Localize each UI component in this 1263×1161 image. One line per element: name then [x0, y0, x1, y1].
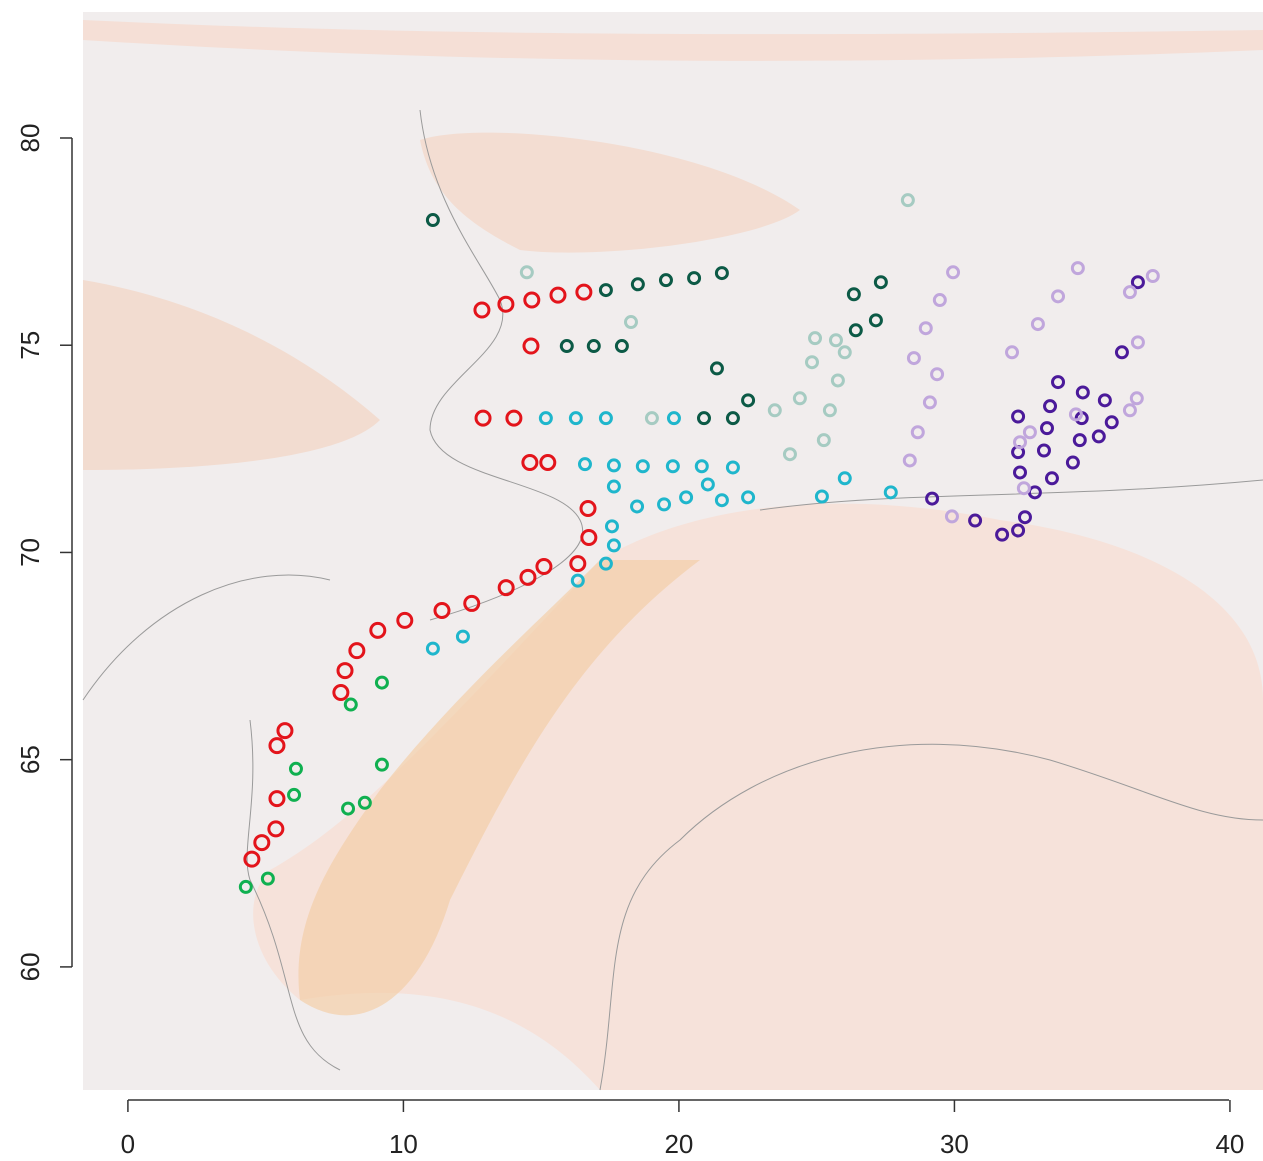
- y-tick-label: 75: [15, 331, 45, 360]
- y-tick-label: 60: [15, 952, 45, 981]
- basemap: [83, 12, 1263, 1090]
- x-tick-label: 0: [121, 1129, 135, 1159]
- y-tick-label: 65: [15, 745, 45, 774]
- y-tick-label: 80: [15, 124, 45, 153]
- map-chart: 0 10 20 30 40 60 65 70 75 80: [0, 0, 1263, 1161]
- x-tick-label: 40: [1215, 1129, 1244, 1159]
- x-tick-label: 10: [389, 1129, 418, 1159]
- x-tick-label: 30: [940, 1129, 969, 1159]
- x-tick-label: 20: [664, 1129, 693, 1159]
- y-tick-label: 70: [15, 538, 45, 567]
